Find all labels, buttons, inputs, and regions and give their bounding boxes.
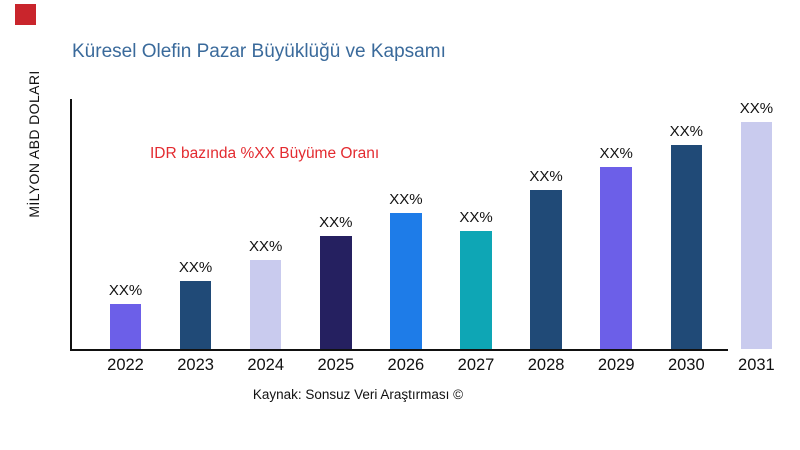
y-axis-line — [70, 99, 72, 350]
x-tick-2025: 2025 — [317, 356, 355, 374]
bar-2030 — [670, 144, 703, 349]
x-tick-2031: 2031 — [738, 356, 775, 374]
bar-value-label: XX% — [319, 213, 353, 231]
y-axis-title: MİLYON ABD DOLARI — [26, 70, 42, 218]
bar-value-label: XX% — [178, 258, 213, 276]
bar-value-label: XX% — [249, 238, 283, 256]
x-tick-2022: 2022 — [107, 356, 144, 374]
x-tick-2024: 2024 — [247, 356, 285, 374]
x-tick-2026: 2026 — [387, 356, 425, 374]
bar-2024 — [249, 260, 282, 349]
bar-value-label: XX% — [108, 281, 143, 299]
bar-value-label: XX% — [389, 190, 423, 208]
x-tick-2030: 2030 — [667, 356, 705, 374]
growth-rate-annotation: IDR bazında %XX Büyüme Oranı — [150, 145, 380, 162]
bar-2026 — [390, 212, 422, 349]
brand-logo-square — [15, 4, 36, 25]
x-axis-line — [70, 349, 728, 351]
bar-2027 — [460, 230, 492, 349]
bar-value-label: XX% — [669, 122, 703, 140]
bar-2025 — [320, 235, 352, 349]
bar-value-label: XX% — [599, 145, 633, 163]
source-caption: Kaynak: Sonsuz Veri Araştırması © — [252, 387, 464, 402]
chart-title: Küresel Olefin Pazar Büyüklüğü ve Kapsam… — [72, 41, 446, 62]
bar-2023 — [179, 280, 212, 349]
x-tick-2028: 2028 — [527, 356, 565, 374]
bar-2022 — [109, 303, 142, 349]
bar-2031 — [740, 122, 773, 349]
bar-value-label: XX% — [739, 100, 774, 117]
x-tick-2029: 2029 — [597, 356, 635, 374]
x-tick-2027: 2027 — [457, 356, 495, 374]
bar-2028 — [530, 190, 562, 349]
bar-value-label: XX% — [459, 208, 493, 226]
x-tick-2023: 2023 — [177, 356, 214, 374]
bar-2029 — [600, 167, 632, 349]
bar-value-label: XX% — [529, 168, 563, 186]
